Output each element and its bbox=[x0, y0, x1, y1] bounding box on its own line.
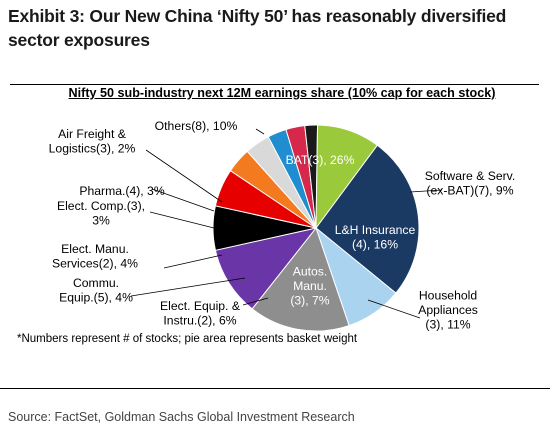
slice-label: Air Freight & Logistics(3), 2% bbox=[49, 127, 136, 156]
exhibit-title-line-2: sector exposures bbox=[8, 30, 150, 50]
slice-label: BAT(3), 26% bbox=[286, 153, 355, 167]
chart-footnote: *Numbers represent # of stocks; pie area… bbox=[17, 333, 358, 345]
slice-label-line: Equip.(5), 4% bbox=[59, 290, 133, 304]
leader-line bbox=[145, 149, 223, 203]
exhibit-title-line-1: Exhibit 3: Our New China ‘Nifty 50’ has … bbox=[8, 6, 507, 26]
exhibit-title: Exhibit 3: Our New China ‘Nifty 50’ has … bbox=[8, 4, 542, 52]
leader-line bbox=[367, 299, 421, 319]
leader-line bbox=[151, 188, 215, 212]
leader-line bbox=[163, 254, 223, 269]
slice-label-line: Air Freight & bbox=[58, 127, 126, 141]
slice-label: Software & Serv. (ex-BAT)(7), 9% bbox=[425, 169, 516, 198]
slice-label-line: 3% bbox=[92, 213, 110, 227]
slice-label: Others(8), 10% bbox=[155, 119, 238, 133]
slice-label: Commu. Equip.(5), 4% bbox=[59, 276, 133, 305]
pie-slices bbox=[212, 124, 420, 332]
slice-label: L&H Insurance (4), 16% bbox=[335, 223, 416, 252]
slice-label-line: L&H Insurance bbox=[335, 223, 416, 237]
slice-label-line: (3), 7% bbox=[290, 294, 329, 308]
slice-label-line: Instru.(2), 6% bbox=[163, 313, 236, 327]
slice-label-line: Software & Serv. bbox=[425, 169, 516, 183]
leader-line bbox=[255, 128, 265, 135]
slice-label-line: Manu. bbox=[293, 279, 327, 293]
slice-label-line: Appliances bbox=[418, 303, 478, 317]
source-note: Source: FactSet, Goldman Sachs Global In… bbox=[8, 410, 355, 424]
slice-label-line: Services(2), 4% bbox=[52, 256, 138, 270]
slice-label-line: Elect. Comp.(3), bbox=[57, 199, 145, 213]
slice-label-line: Elect. Equip. & bbox=[160, 299, 240, 313]
leader-lines bbox=[130, 128, 443, 319]
slice-label-line: Household bbox=[419, 289, 477, 303]
slice-label: Elect. Manu. Services(2), 4% bbox=[52, 242, 138, 270]
slice-label-line: Pharma.(4), 3% bbox=[79, 184, 165, 198]
slice-labels: BAT(3), 26% Software & Serv. (ex-BAT)(7), … bbox=[49, 119, 516, 332]
slice-label-line: Elect. Manu. bbox=[61, 242, 129, 256]
pie-slice-others bbox=[315, 124, 378, 230]
slice-label-line: (3), 11% bbox=[425, 318, 470, 332]
leader-line bbox=[149, 211, 215, 229]
leader-line bbox=[130, 277, 246, 297]
slice-label: Autos. Manu. (3), 7% bbox=[290, 265, 329, 308]
slice-label: Elect. Equip. & Instru.(2), 6% bbox=[160, 299, 240, 328]
slice-label-line: Autos. bbox=[293, 265, 328, 279]
pie-slice-l-h-insurance bbox=[251, 226, 350, 332]
pie-slice-bat bbox=[315, 144, 420, 294]
slice-label: Household Appliances (3), 11% bbox=[418, 289, 478, 332]
slice-label-line: Others(8), 10% bbox=[155, 119, 238, 133]
slice-label: Elect. Comp.(3), 3% bbox=[57, 199, 145, 228]
slice-label-line: BAT(3), 26% bbox=[286, 153, 355, 167]
slice-label-line: (ex-BAT)(7), 9% bbox=[426, 183, 513, 197]
leader-line bbox=[242, 297, 269, 306]
chart-title: Nifty 50 sub-industry next 12M earnings … bbox=[68, 86, 496, 100]
slice-label-line: (4), 16% bbox=[352, 237, 398, 251]
slice-label: Pharma.(4), 3% bbox=[79, 184, 165, 198]
slice-label-line: Logistics(3), 2% bbox=[49, 141, 136, 155]
pie-slice-household-appliances bbox=[214, 227, 318, 310]
chart-frame bbox=[10, 84, 539, 385]
source-divider bbox=[0, 388, 550, 389]
slice-label-line: Commu. bbox=[73, 276, 119, 290]
leader-line bbox=[409, 189, 443, 193]
